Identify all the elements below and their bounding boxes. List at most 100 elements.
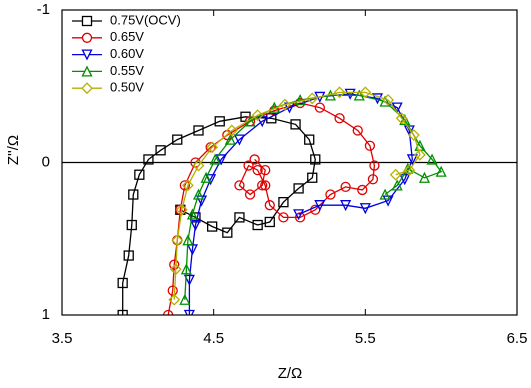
y-tick-label: 1 [42, 306, 50, 323]
marker [306, 92, 319, 105]
marker [418, 171, 431, 183]
marker [224, 133, 236, 145]
marker [256, 116, 268, 128]
marker [435, 165, 447, 177]
marker [81, 82, 93, 95]
marker [382, 94, 395, 106]
marker [407, 129, 420, 141]
marker [81, 15, 93, 27]
marker [189, 219, 202, 231]
marker [180, 263, 192, 275]
marker [209, 153, 221, 165]
marker [353, 89, 365, 101]
marker [128, 189, 139, 200]
legend-label: 0.55V [110, 63, 144, 78]
marker [169, 259, 180, 270]
marker [222, 227, 233, 238]
marker [183, 274, 195, 286]
plot-frame [61, 9, 518, 316]
marker [334, 113, 345, 124]
marker [414, 148, 426, 161]
marker [325, 189, 336, 200]
marker [249, 154, 260, 165]
marker [81, 65, 93, 77]
marker [243, 160, 254, 171]
marker [359, 86, 372, 99]
marker [333, 86, 346, 99]
marker [167, 285, 178, 296]
marker [81, 49, 93, 61]
marker [314, 200, 326, 212]
x-tick-label: 4.5 [203, 330, 224, 347]
marker [183, 309, 195, 315]
x-axis-label: Z/Ω [278, 365, 303, 382]
marker [155, 145, 166, 156]
marker [307, 172, 318, 183]
marker [293, 209, 305, 221]
y-tick-label: 0 [42, 153, 50, 170]
legend: 0.75V(OCV) 0.65V 0.60V 0.55V 0.50V [66, 12, 202, 99]
marker [257, 180, 268, 191]
marker [171, 234, 184, 247]
marker [379, 188, 391, 200]
marker [233, 134, 246, 146]
marker [364, 140, 376, 151]
marker [352, 125, 363, 136]
marker [357, 184, 368, 196]
marker [403, 164, 416, 177]
marker [163, 309, 174, 315]
x-tick-label: 6.5 [507, 330, 528, 347]
marker [192, 188, 205, 200]
legend-label: 0.65V [110, 29, 144, 44]
marker [252, 164, 263, 176]
marker [225, 124, 238, 137]
x-tick-label: 3.5 [52, 330, 73, 347]
marker [117, 277, 128, 289]
marker [234, 212, 245, 223]
marker [310, 154, 321, 165]
marker [81, 32, 93, 43]
marker [406, 154, 418, 166]
marker [190, 212, 201, 223]
marker [369, 160, 380, 171]
marker [168, 293, 181, 306]
marker [175, 204, 186, 215]
marker [214, 116, 225, 127]
marker [172, 134, 183, 145]
marker [395, 112, 408, 125]
marker [200, 171, 212, 183]
marker [304, 134, 315, 145]
legend-label: 0.50V [110, 80, 144, 95]
x-tick-label: 5.5 [355, 330, 376, 347]
marker [371, 93, 384, 105]
marker [175, 203, 188, 216]
y-axis-label: Z''/Ω [5, 135, 22, 165]
marker [215, 154, 227, 166]
marker [290, 119, 301, 130]
marker [340, 200, 352, 212]
marker [389, 168, 402, 181]
marker [260, 164, 271, 176]
marker [367, 174, 379, 185]
marker [186, 208, 198, 220]
series-line [167, 102, 376, 315]
legend-label: 0.75V(OCV) [110, 12, 181, 27]
marker [391, 179, 403, 191]
marker [391, 102, 403, 114]
marker [314, 102, 325, 113]
marker [379, 95, 391, 107]
marker [264, 216, 275, 228]
marker [169, 263, 182, 276]
marker [123, 250, 134, 261]
marker [205, 142, 216, 153]
plot-area [117, 86, 447, 315]
marker [143, 154, 154, 165]
marker [359, 203, 371, 215]
marker [181, 179, 194, 192]
legend-label: 0.60V [110, 46, 144, 61]
marker [117, 309, 128, 315]
marker [182, 234, 194, 246]
series-line [188, 93, 413, 315]
